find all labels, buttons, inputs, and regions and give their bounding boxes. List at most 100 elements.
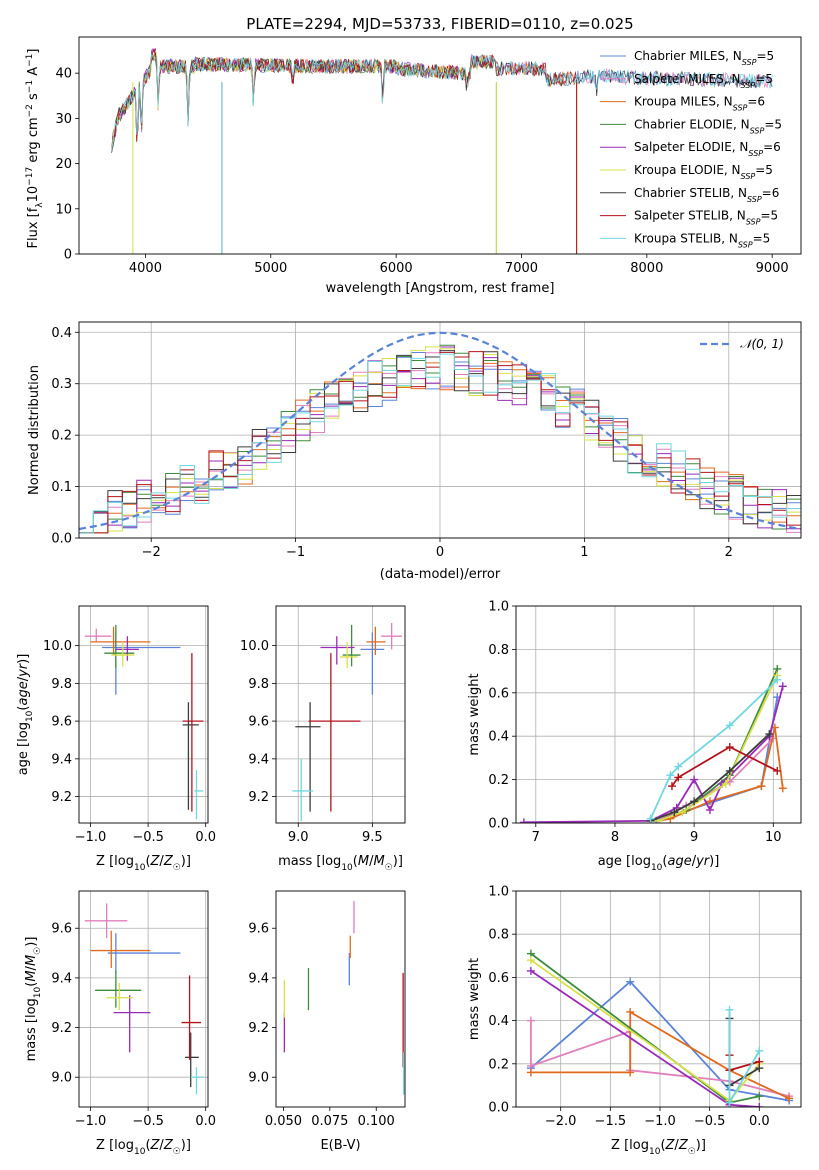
- weight-line-5: [530, 959, 760, 1102]
- y-tick-label: 0.3: [51, 377, 72, 392]
- y-tick-label: 9.2: [248, 1021, 269, 1036]
- legend-label: Salpeter ELODIE, NSSP=6: [634, 140, 781, 158]
- x-tick-label: 0.050: [265, 1114, 302, 1129]
- y-tick-label: 9.8: [248, 677, 269, 692]
- legend-label: Chabrier STELIB, NSSP=6: [634, 186, 779, 204]
- weight-line-5: [658, 675, 779, 822]
- x-tick-label: −2.0: [545, 1114, 577, 1129]
- x-tick-label: 9.5: [362, 830, 383, 845]
- y-tick-label: 0.0: [488, 1101, 509, 1116]
- y-axis-label: mass weight: [467, 958, 482, 1040]
- panel-5: −1.0 −0.5 0.0 9.0 9.2 9.4 9.6 Z [log10(Z/Z☉)] ma…: [24, 890, 216, 1157]
- legend-label: Kroupa ELODIE, NSSP=5: [634, 163, 773, 181]
- y-tick-label: 10.0: [43, 639, 72, 654]
- x-tick-label: 0.075: [311, 1114, 348, 1129]
- x-tick-label: 2: [725, 545, 733, 560]
- x-tick-label: 9: [690, 830, 698, 845]
- axes-frame: [515, 890, 802, 1108]
- plot-area: [292, 622, 403, 822]
- panel-3: 9.0 9.5 9.2 9.4 9.6 9.8 10.0 mass [log10(M/M☉)]: [240, 605, 406, 873]
- legend-label: Salpeter MILES, NSSP=5: [634, 72, 773, 90]
- legend-label: Kroupa STELIB, NSSP=5: [634, 231, 770, 249]
- y-tick-label: 9.2: [51, 1021, 72, 1036]
- x-tick-label: −1: [286, 545, 305, 560]
- x-tick-label: 7000: [505, 261, 538, 276]
- x-tick-label: 10: [765, 830, 782, 845]
- x-tick-label: 8: [611, 830, 619, 845]
- x-tick-label: 9000: [756, 261, 789, 276]
- panel-2: −1.0 −0.5 0.0 9.2 9.4 9.6 9.8 10.0 Z [log10(Z/Z☉…: [16, 605, 216, 873]
- y-tick-label: 0.4: [488, 730, 509, 745]
- x-tick-label: 1: [580, 545, 588, 560]
- axes-frame: [275, 605, 406, 824]
- x-tick-label: 5000: [254, 261, 287, 276]
- axes-frame: [78, 605, 209, 824]
- x-axis-label: E(B-V): [320, 1138, 360, 1153]
- x-axis-label: Z [log10(Z/Z☉)]: [611, 1138, 706, 1157]
- x-tick-label: −0.5: [694, 1114, 726, 1129]
- axes-frame: [78, 890, 209, 1108]
- x-tick-label: −1.0: [75, 1114, 107, 1129]
- weight-line-8: [649, 679, 778, 820]
- x-tick-label: 0.0: [195, 830, 216, 845]
- legend: Chabrier MILES, NSSP=5 Salpeter MILES, NS…: [600, 49, 782, 249]
- weight-line-8: [728, 1009, 761, 1107]
- y-tick-label: 10.0: [240, 639, 269, 654]
- y-tick-label: 9.4: [51, 752, 72, 767]
- x-tick-label: −0.5: [132, 830, 164, 845]
- plot-area: [84, 624, 204, 820]
- x-tick-label: 4000: [129, 261, 162, 276]
- axes-frame: [515, 605, 802, 824]
- y-tick-label: 0.8: [488, 643, 509, 658]
- y-tick-label: 9.4: [248, 752, 269, 767]
- panel-4: 7 8 9 10 0.0 0.2 0.4 0.6 0.8 1.0 mass weight age [l…: [467, 600, 802, 873]
- panel-1: −2 −1 0 1 2 0.0 0.1 0.2 0.3 0.4 (data-model)/error…: [27, 321, 802, 582]
- x-tick-label: 6000: [380, 261, 413, 276]
- y-axis-label: mass weight: [467, 673, 482, 755]
- x-tick-label: 8000: [630, 261, 663, 276]
- axes-frame: [78, 36, 802, 255]
- x-tick-label: −0.5: [132, 1114, 164, 1129]
- y-tick-label: 0.2: [488, 773, 509, 788]
- x-tick-label: 7: [532, 830, 540, 845]
- y-tick-label: 1.0: [488, 600, 509, 615]
- x-axis-label: (data-model)/error: [380, 567, 501, 582]
- y-axis-label: Flux [fλ10−17 erg cm−2 s−1 A−1]: [25, 49, 45, 249]
- panel-0: 4000 5000 6000 7000 8000 9000 0 10 20 30 40 wavelen…: [25, 36, 802, 296]
- x-axis-label: age [log10(age/yr)]: [598, 854, 720, 873]
- panel-6: 0.050 0.075 0.100 9.0 9.2 9.4 9.6 E(B-V): [248, 890, 406, 1153]
- y-tick-label: 30: [55, 112, 72, 127]
- y-tick-label: 0.6: [488, 971, 509, 986]
- y-tick-label: 40: [55, 67, 72, 82]
- legend-label: Kroupa MILES, NSSP=6: [634, 95, 765, 113]
- axes-frame: [78, 321, 802, 539]
- y-tick-label: 0.1: [51, 480, 72, 495]
- plot-area: [519, 664, 787, 823]
- y-tick-label: 9.0: [51, 1071, 72, 1086]
- legend-label: 𝒩(0, 1): [740, 337, 784, 351]
- y-tick-label: 9.6: [248, 922, 269, 937]
- y-tick-label: 0.0: [51, 532, 72, 547]
- histogram-8: [79, 353, 801, 538]
- y-tick-label: 9.0: [248, 1071, 269, 1086]
- x-tick-label: 9.0: [288, 830, 309, 845]
- x-tick-label: 0: [436, 545, 444, 560]
- legend-label: Salpeter STELIB, NSSP=5: [634, 209, 778, 227]
- y-tick-label: 0: [64, 248, 72, 263]
- plot-area: [526, 949, 794, 1107]
- y-axis-label: mass [log10(M/M☉)]: [24, 937, 43, 1062]
- y-axis-label: Normed distribution: [27, 365, 42, 495]
- x-axis-label: Z [log10(Z/Z☉)]: [96, 854, 191, 873]
- legend-label: Chabrier ELODIE, NSSP=5: [634, 117, 782, 135]
- x-axis-label: mass [log10(M/M☉)]: [278, 854, 403, 873]
- x-tick-label: 0.0: [195, 1114, 216, 1129]
- y-tick-label: 0.4: [51, 326, 72, 341]
- y-tick-label: 9.8: [51, 677, 72, 692]
- normal-curve: [79, 331, 801, 531]
- panel-7: −2.0 −1.5 −1.0 −0.5 0.0 0.0 0.2 0.4 0.6 0.8 1.0 mas…: [467, 885, 802, 1157]
- plot-area: [79, 331, 801, 538]
- y-tick-label: 9.6: [51, 715, 72, 730]
- x-tick-label: −1.0: [644, 1114, 676, 1129]
- axes-frame: [275, 890, 406, 1108]
